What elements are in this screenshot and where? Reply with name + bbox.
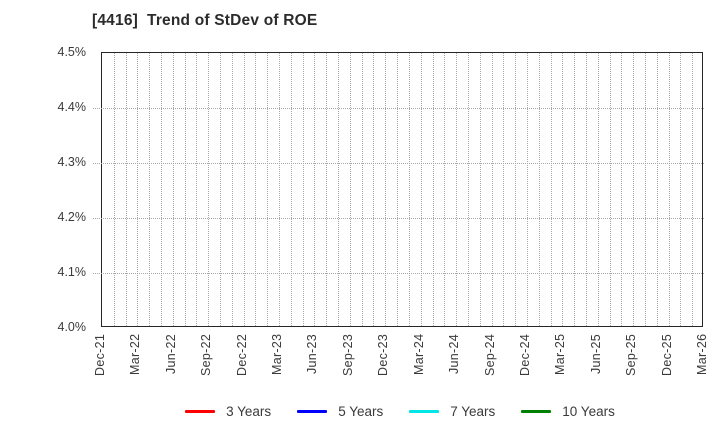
v-gridline	[184, 53, 186, 326]
v-gridline	[574, 53, 576, 326]
v-gridline	[243, 53, 245, 326]
x-tick-label: Jun-23	[305, 334, 320, 375]
v-gridline	[338, 53, 340, 326]
v-gridline	[314, 53, 316, 326]
x-tick-label: Dec-22	[234, 334, 249, 377]
v-gridline	[562, 53, 564, 326]
v-gridline	[172, 53, 174, 326]
x-tick-label: Sep-23	[340, 334, 355, 377]
v-gridline	[585, 53, 587, 326]
v-gridline	[373, 53, 375, 326]
v-gridline	[326, 53, 328, 326]
v-gridline	[161, 53, 163, 326]
h-gridline	[93, 163, 704, 164]
v-gridline	[491, 53, 493, 326]
x-tick-label: Dec-25	[659, 334, 674, 377]
v-gridline	[692, 53, 694, 326]
v-gridline	[290, 53, 292, 326]
v-gridline	[420, 53, 422, 326]
x-tick-label: Dec-21	[93, 334, 107, 377]
h-gridline	[93, 108, 704, 109]
v-gridline	[231, 53, 233, 326]
legend-line-swatch	[521, 410, 552, 413]
v-gridline	[385, 53, 387, 326]
y-tick-label: 4.0%	[57, 320, 87, 334]
v-gridline	[668, 53, 670, 326]
v-gridline	[125, 53, 127, 326]
legend-label: 7 Years	[450, 404, 496, 419]
x-tick-label: Sep-24	[482, 334, 497, 377]
x-tick-label: Jun-22	[163, 334, 178, 375]
legend-item: 7 Years	[409, 404, 495, 419]
x-tick-label: Mar-24	[411, 334, 426, 376]
y-tick-label: 4.5%	[57, 45, 87, 59]
v-gridline	[467, 53, 469, 326]
v-gridline	[113, 53, 115, 326]
x-tick-label: Jun-24	[447, 334, 462, 375]
v-gridline	[444, 53, 446, 326]
v-gridline	[597, 53, 599, 326]
v-gridline	[609, 53, 611, 326]
y-tick-label: 4.2%	[57, 210, 87, 224]
v-gridline	[349, 53, 351, 326]
legend-label: 5 Years	[338, 404, 384, 419]
y-tick-label: 4.3%	[57, 155, 87, 169]
legend-label: 10 Years	[562, 404, 615, 419]
x-tick-label: Mar-22	[128, 334, 143, 376]
v-gridline	[220, 53, 222, 326]
v-gridline	[302, 53, 304, 326]
legend-line-swatch	[297, 410, 328, 413]
v-gridline	[361, 53, 363, 326]
x-tick-label: Mar-25	[553, 334, 568, 376]
x-tick-label: Mar-26	[695, 334, 709, 376]
v-gridline	[279, 53, 281, 326]
v-gridline	[208, 53, 210, 326]
legend-item: 10 Years	[521, 404, 615, 419]
v-gridline	[267, 53, 269, 326]
v-gridline	[538, 53, 540, 326]
v-gridline	[149, 53, 151, 326]
v-gridline	[656, 53, 658, 326]
v-gridline	[550, 53, 552, 326]
v-gridline	[432, 53, 434, 326]
v-gridline	[456, 53, 458, 326]
x-tick-label: Dec-23	[376, 334, 391, 377]
v-gridline	[515, 53, 517, 326]
x-tick-label: Mar-23	[270, 334, 285, 376]
h-gridline	[93, 218, 704, 219]
v-gridline	[408, 53, 410, 326]
v-gridline	[644, 53, 646, 326]
v-gridline	[503, 53, 505, 326]
v-gridline	[479, 53, 481, 326]
legend-item: 3 Years	[185, 404, 271, 419]
v-gridline	[196, 53, 198, 326]
legend-line-swatch	[185, 410, 216, 413]
v-gridline	[255, 53, 257, 326]
y-tick-label: 4.4%	[57, 100, 87, 114]
x-tick-label: Sep-22	[199, 334, 214, 377]
legend: 3 Years 5 Years 7 Years 10 Years	[80, 404, 720, 419]
v-gridline	[137, 53, 139, 326]
y-tick-label: 4.1%	[57, 265, 87, 279]
x-tick-label: Sep-25	[624, 334, 639, 377]
v-gridline	[397, 53, 399, 326]
v-gridline	[680, 53, 682, 326]
x-tick-label: Dec-24	[517, 334, 532, 377]
plot-area	[93, 52, 704, 327]
v-gridline	[621, 53, 623, 326]
chart-title: [4416] Trend of StDev of ROE	[92, 12, 318, 29]
v-gridline	[526, 53, 528, 326]
v-gridline	[633, 53, 635, 326]
x-tick-label: Jun-25	[588, 334, 603, 375]
legend-line-swatch	[409, 410, 440, 413]
h-gridline	[93, 273, 704, 274]
legend-item: 5 Years	[297, 404, 383, 419]
legend-label: 3 Years	[226, 404, 272, 419]
